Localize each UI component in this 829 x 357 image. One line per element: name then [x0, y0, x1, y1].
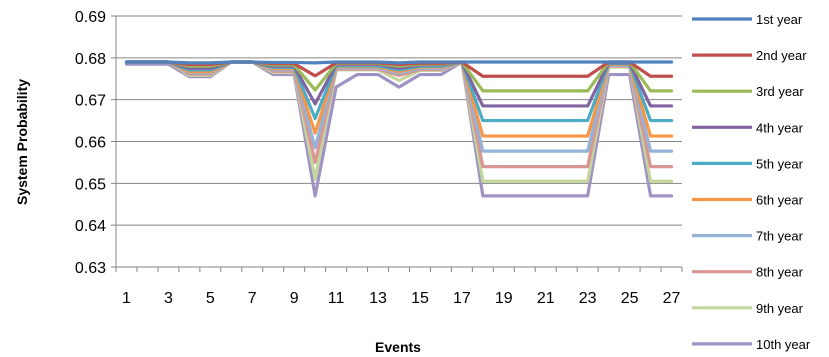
x-tick-label: 3 [164, 290, 173, 307]
y-tick-label: 0.67 [75, 93, 106, 110]
legend-item: 1st year [692, 12, 803, 27]
series-line-1 [124, 60, 674, 65]
x-tick-label: 11 [328, 290, 345, 307]
x-tick-label: 13 [369, 290, 387, 307]
y-tick-label: 0.68 [75, 51, 106, 68]
y-tick-label: 0.64 [75, 218, 106, 235]
x-tick-label: 9 [290, 290, 299, 307]
x-tick-label: 25 [621, 290, 639, 307]
legend-item: 6th year [692, 193, 804, 208]
y-tick-label: 0.65 [75, 176, 106, 193]
legend-label: 1st year [756, 12, 803, 27]
gridlines [116, 15, 682, 268]
x-tick-label: 17 [453, 290, 471, 307]
x-tick-label: 23 [579, 290, 597, 307]
legend-label: 4th year [756, 120, 804, 135]
legend-label: 8th year [756, 265, 804, 280]
legend-label: 5th year [756, 156, 804, 171]
legend-item: 2nd year [692, 48, 807, 63]
legend-item: 8th year [692, 265, 804, 280]
y-tick-label: 0.63 [75, 260, 106, 277]
x-tick-label: 15 [411, 290, 429, 307]
legend-label: 10th year [756, 337, 811, 352]
series-line-5 [124, 60, 674, 123]
legend-item: 9th year [692, 301, 804, 316]
x-tick-label: 21 [537, 290, 555, 307]
x-tick-label: 7 [248, 290, 257, 307]
x-tick-label: 1 [122, 290, 131, 307]
x-axis-title: Events [375, 339, 421, 355]
legend-item: 5th year [692, 156, 804, 171]
tick-labels: 0.630.640.650.660.670.680.691 3 5 7 9 11 13 15 1… [75, 9, 681, 307]
axes [111, 15, 683, 272]
series-lines [124, 60, 674, 198]
x-tick-label: 19 [495, 290, 513, 307]
legend-label: 2nd year [756, 48, 807, 63]
y-axis-title: System Probability [14, 79, 30, 205]
legend: 1st year 2nd year 3rd year 4th year 5th year… [692, 12, 811, 352]
y-tick-label: 0.66 [75, 135, 106, 152]
legend-label: 3rd year [756, 84, 804, 99]
legend-label: 9th year [756, 301, 804, 316]
legend-item: 7th year [692, 229, 804, 244]
legend-item: 4th year [692, 120, 804, 135]
y-tick-label: 0.69 [75, 9, 106, 26]
legend-label: 6th year [756, 193, 804, 208]
legend-item: 3rd year [692, 84, 804, 99]
x-tick-label: 27 [663, 290, 681, 307]
x-tick-label: 5 [206, 290, 215, 307]
legend-item: 10th year [692, 337, 811, 352]
legend-label: 7th year [756, 229, 804, 244]
